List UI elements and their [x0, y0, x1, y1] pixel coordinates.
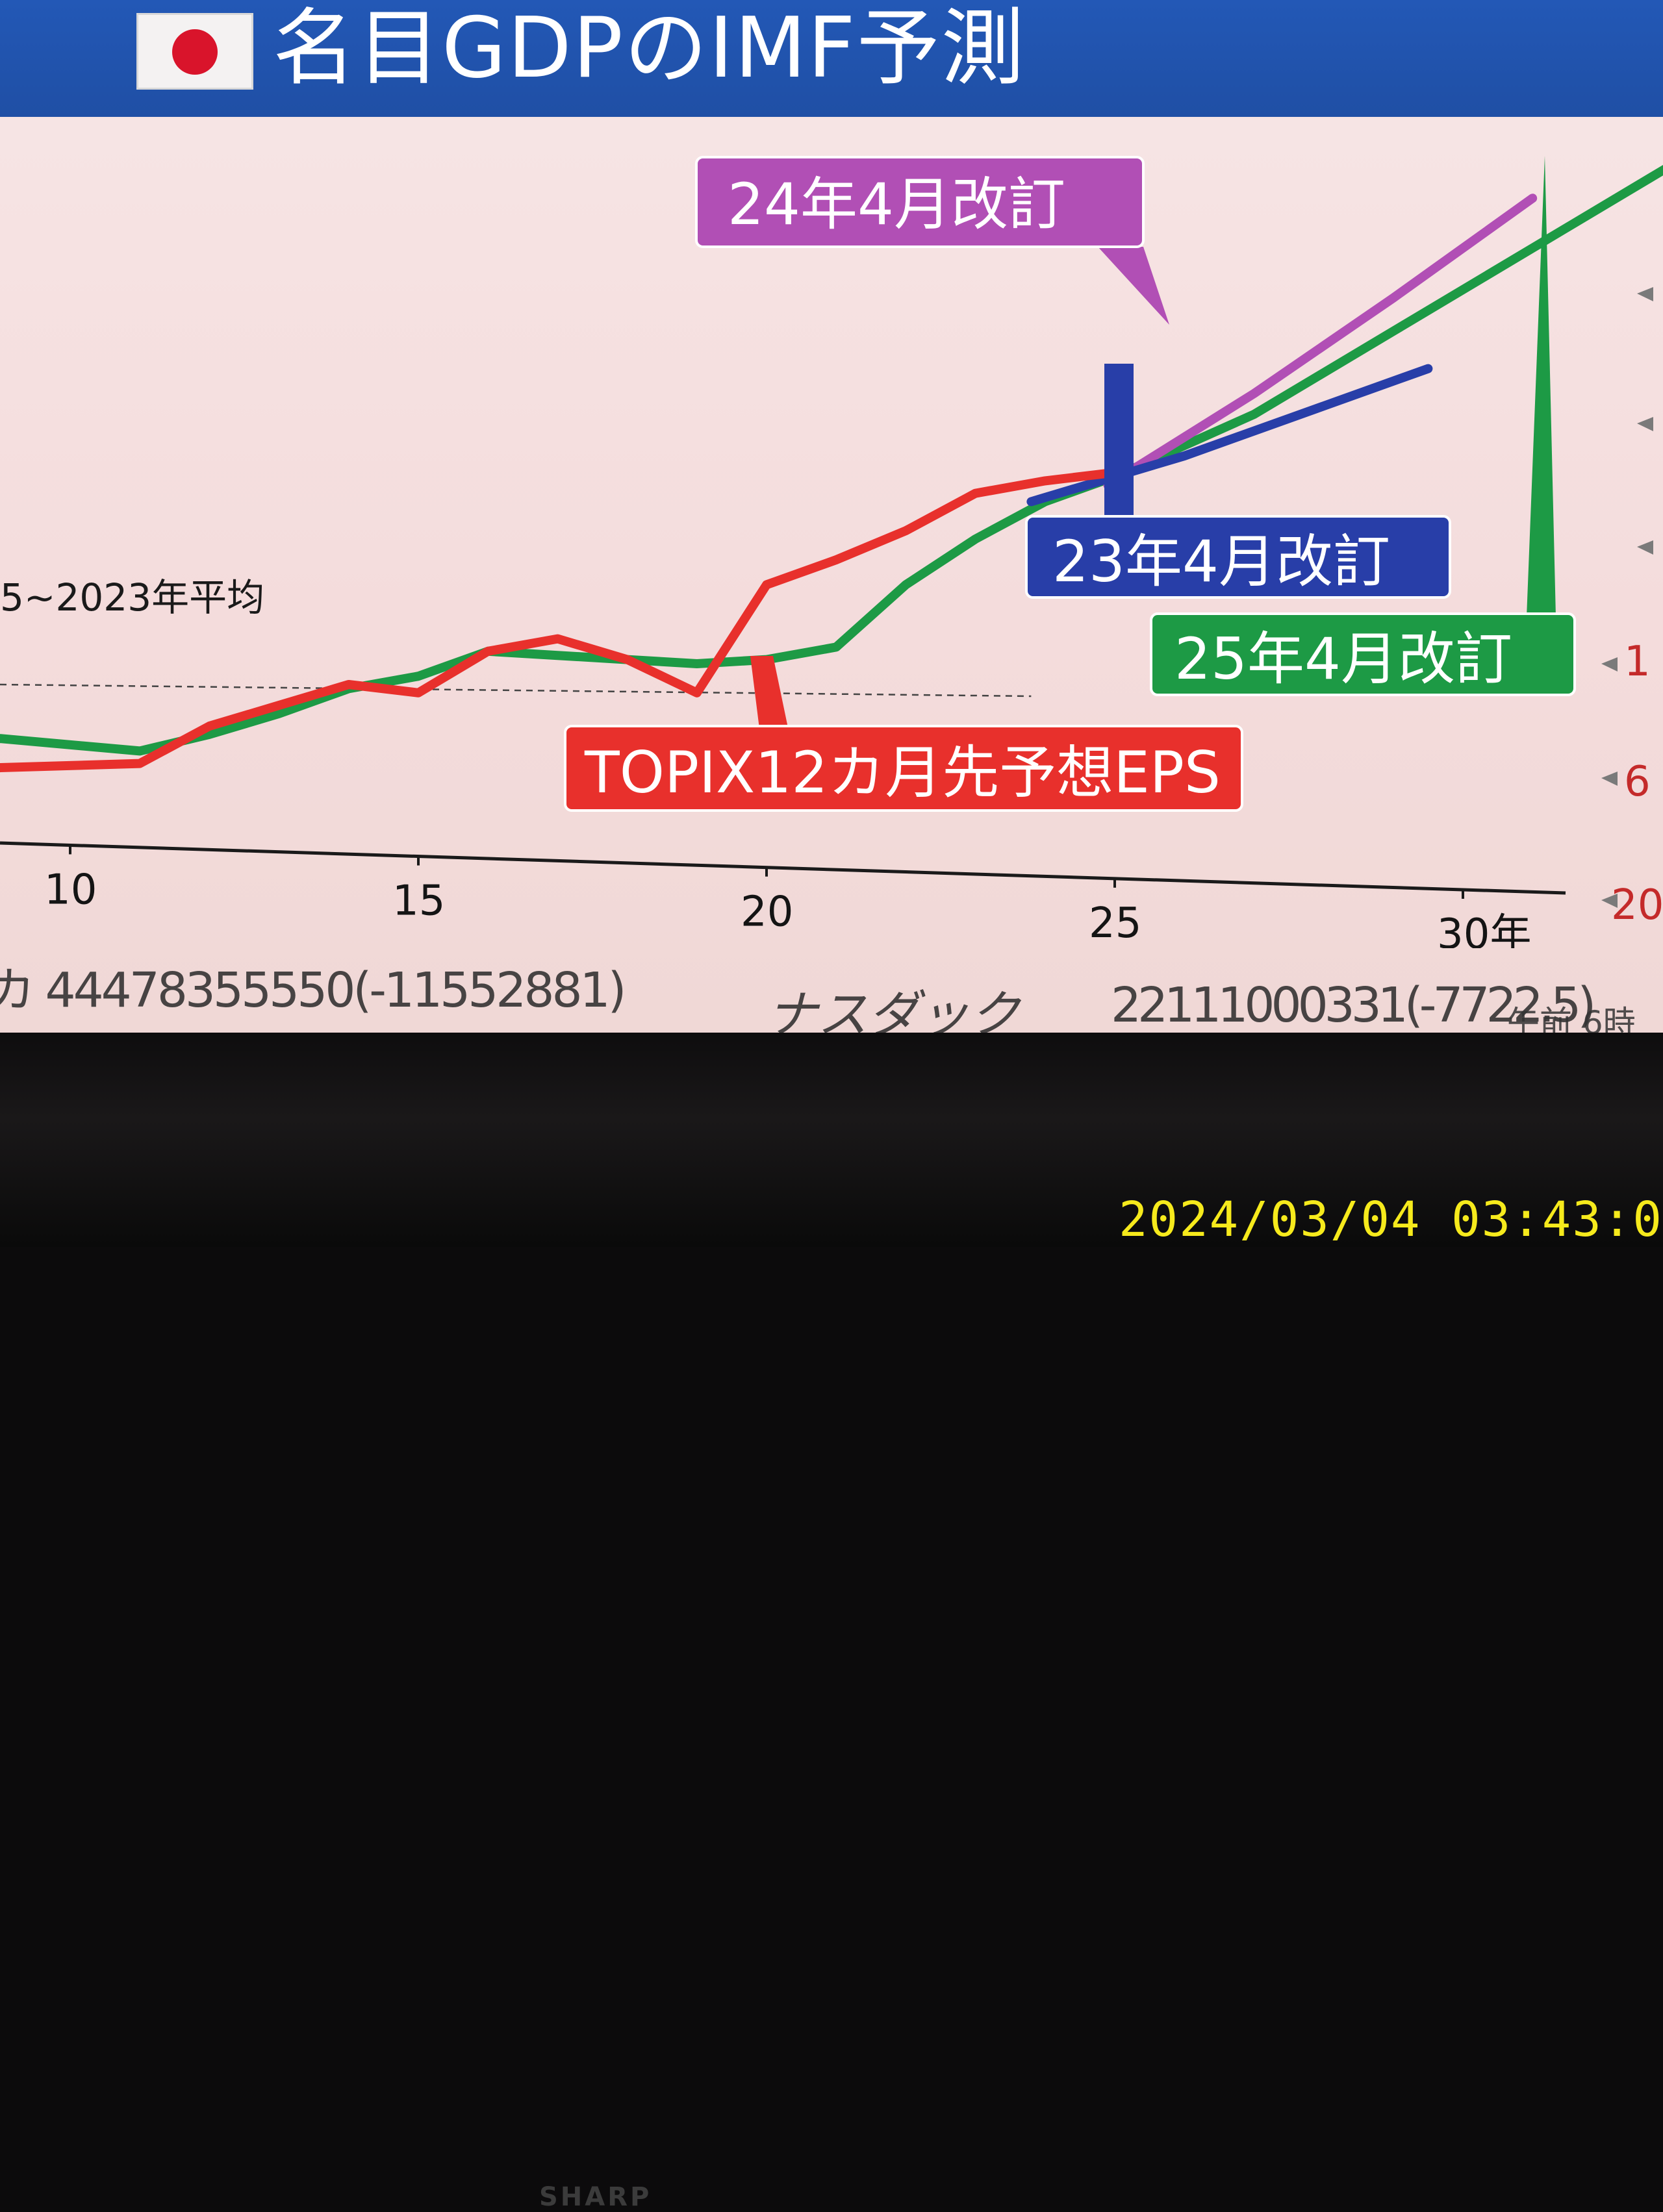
flag-sun-icon — [172, 29, 218, 75]
series-line-1 — [0, 164, 1663, 756]
callout-23-pointer — [1104, 364, 1134, 520]
right-marker-3 — [1637, 540, 1653, 555]
callout-24-pointer — [1098, 247, 1169, 325]
callout-topix-box — [564, 725, 1243, 812]
x-tick-label-1: 15 — [392, 877, 445, 925]
title-banner: 名目GDPのIMF予測 — [0, 0, 1663, 117]
average-label: 5~2023年平均 — [0, 575, 264, 620]
callout-25-april: 25年4月改訂 — [1150, 156, 1576, 696]
callout-24-box — [695, 156, 1145, 248]
callout-topix: TOPIX12カ月先予想EPS — [564, 656, 1243, 812]
right-axis-label-2: 6 — [1624, 758, 1651, 806]
x-tick-label-3: 25 — [1089, 899, 1141, 948]
average-line-group — [0, 683, 1032, 698]
series-line-3 — [1026, 364, 1433, 507]
x-tick-label-0: 10 — [44, 866, 97, 914]
right-axis-markers — [1601, 287, 1653, 908]
callout-23-box — [1025, 515, 1451, 599]
callout-topix-pointer — [750, 656, 789, 734]
tv-screen: 名目GDPのIMF予測 10 15 20 25 30年 24年4月改訂 23年4月改訂 … — [0, 0, 1663, 1044]
camera-timestamp: 2024/03/04 03:43:02 — [1119, 1192, 1663, 1248]
right-marker-2 — [1637, 417, 1653, 431]
ticker-nasdaq-value: 22111000331(-7722.5) — [1111, 977, 1596, 1033]
right-axis-label-3: 20 — [1611, 881, 1663, 929]
callout-24-april: 24年4月改訂 — [695, 156, 1169, 325]
average-dashed-line — [0, 683, 1032, 698]
right-axis-label-1: 1 — [1624, 638, 1651, 686]
callout-25-pointer — [1527, 156, 1556, 617]
series-label-23: 23年4月改訂 — [1052, 528, 1390, 595]
tv-bezel: SHARP — [0, 1033, 1663, 2212]
ticker-left: カ 44478355550(-11552881) — [0, 962, 627, 1018]
series-line-0 — [0, 468, 1119, 773]
series-label-24: 24年4月改訂 — [728, 171, 1065, 238]
x-tick-label-4: 30年 — [1437, 911, 1531, 948]
tv-brand-logo: SHARP — [539, 2182, 652, 2212]
right-marker-6 — [1601, 894, 1618, 908]
right-marker-1 — [1637, 287, 1653, 301]
gdp-chart: 10 15 20 25 30年 24年4月改訂 23年4月改訂 25年4月改訂 TOPI… — [0, 156, 1663, 948]
right-marker-4 — [1601, 657, 1618, 672]
japan-flag-icon — [136, 13, 253, 90]
x-tick-label-2: 20 — [741, 888, 793, 936]
series-label-25: 25年4月改訂 — [1174, 625, 1512, 692]
series-label-topix: TOPIX12カ月先予想EPS — [584, 739, 1221, 806]
x-axis-line — [0, 841, 1566, 895]
callout-25-box — [1150, 612, 1576, 696]
series-lines — [0, 164, 1663, 773]
chart-title: 名目GDPのIMF予測 — [273, 0, 1026, 97]
x-axis: 10 15 20 25 30年 — [0, 841, 1566, 948]
series-line-2 — [1103, 194, 1538, 490]
right-marker-5 — [1601, 772, 1618, 786]
callout-23-april: 23年4月改訂 — [1025, 364, 1451, 599]
